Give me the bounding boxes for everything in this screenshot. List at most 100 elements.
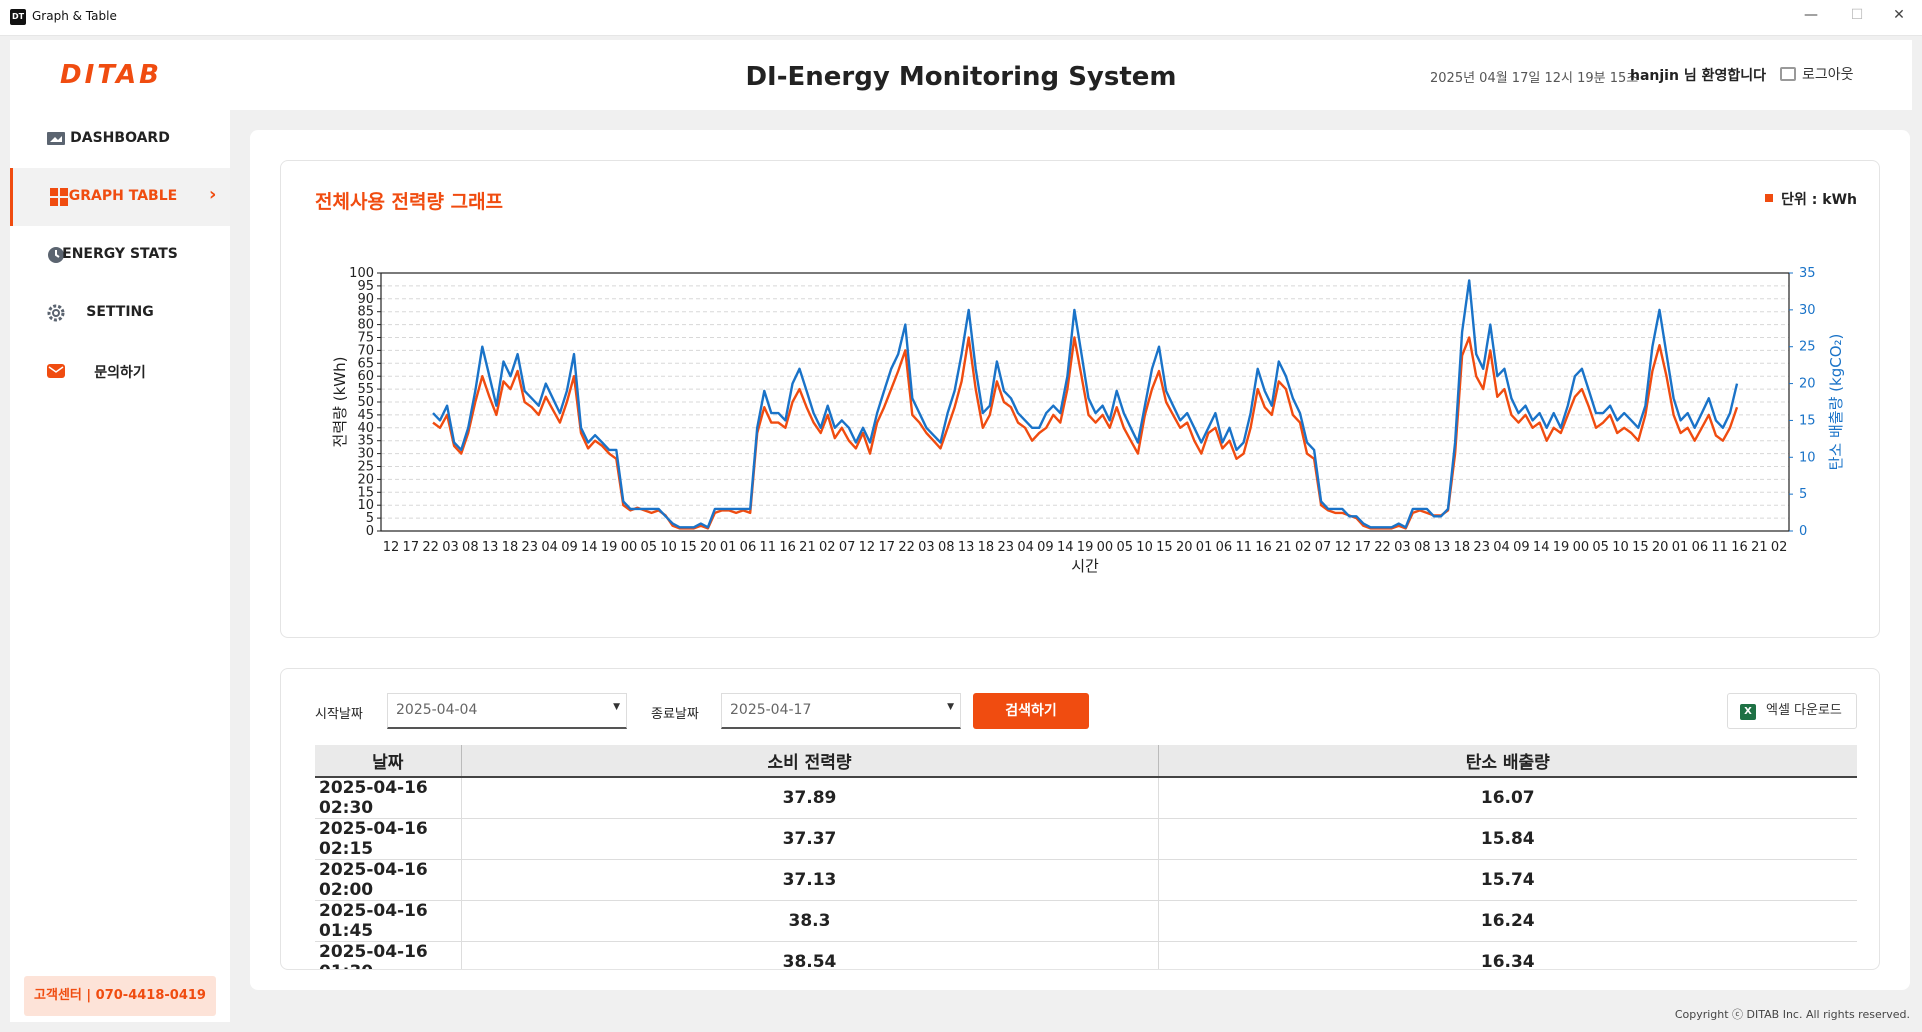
start-date-label: 시작날짜 xyxy=(315,703,363,722)
y-tick-label: 50 xyxy=(357,395,374,410)
y-tick-label: 65 xyxy=(357,356,374,371)
x-tick-label: 16 xyxy=(1255,540,1272,555)
x-tick-label: 15 xyxy=(680,540,697,555)
y-tick-label: 55 xyxy=(357,382,374,397)
close-button[interactable]: ✕ xyxy=(1876,0,1922,30)
unit-text: 단위 : kWh xyxy=(1781,192,1857,208)
excel-icon: X xyxy=(1740,704,1756,720)
copyright-text: Copyright ⓒ DITAB Inc. All rights reserv… xyxy=(1675,1006,1910,1022)
chevron-right-icon: › xyxy=(209,184,216,205)
x-tick-label: 07 xyxy=(839,540,856,555)
carbon-series-line xyxy=(433,280,1737,527)
dropdown-arrow-icon: ▼ xyxy=(947,702,954,712)
x-tick-label: 20 xyxy=(1652,540,1669,555)
column-header-date[interactable]: 날짜 xyxy=(315,745,461,777)
column-header-carbon[interactable]: 탄소 배출량 xyxy=(1158,745,1857,777)
x-tick-label: 21 xyxy=(1275,540,1292,555)
x-tick-label: 21 xyxy=(1751,540,1768,555)
x-tick-label: 10 xyxy=(1136,540,1153,555)
search-button[interactable]: 검색하기 xyxy=(973,693,1089,729)
table-row[interactable]: 2025-04-16 02:15 37.37 15.84 xyxy=(315,819,1857,860)
y-tick-label: 5 xyxy=(366,511,374,526)
maximize-button[interactable]: ☐ xyxy=(1834,0,1880,30)
y-tick-label: 100 xyxy=(349,266,374,281)
x-tick-label: 09 xyxy=(561,540,578,555)
y-tick-label: 85 xyxy=(357,305,374,320)
x-tick-label: 06 xyxy=(1216,540,1233,555)
y-tick-label: 25 xyxy=(357,460,374,475)
x-tick-label: 05 xyxy=(1116,540,1133,555)
y2-tick-label: 35 xyxy=(1799,266,1816,281)
cell-power: 37.37 xyxy=(461,819,1158,860)
app-header: DITAB DI-Energy Monitoring System 2025년 … xyxy=(10,40,1912,110)
cell-power: 38.54 xyxy=(461,942,1158,971)
x-tick-label: 21 xyxy=(799,540,816,555)
window-titlebar: DT Graph & Table — ☐ ✕ xyxy=(0,0,1922,36)
y-tick-label: 70 xyxy=(357,343,374,358)
y-tick-label: 10 xyxy=(357,498,374,513)
x-tick-label: 19 xyxy=(601,540,618,555)
table-row[interactable]: 2025-04-16 02:30 37.89 16.07 xyxy=(315,777,1857,819)
unit-marker-icon xyxy=(1765,194,1773,202)
x-tick-label: 01 xyxy=(720,540,737,555)
dropdown-arrow-icon: ▼ xyxy=(613,702,620,712)
x-tick-label: 19 xyxy=(1077,540,1094,555)
x-tick-label: 14 xyxy=(581,540,598,555)
start-date-value: 2025-04-04 xyxy=(396,702,477,718)
y-tick-label: 0 xyxy=(366,524,374,539)
chart-card: 전체사용 전력량 그래프 단위 : kWh 0 5 10 15 20 25 30 35 40 45… xyxy=(280,160,1880,638)
x-tick-label: 00 xyxy=(621,540,638,555)
y-tick-label: 90 xyxy=(357,292,374,307)
table-row[interactable]: 2025-04-16 01:45 38.3 16.24 xyxy=(315,901,1857,942)
y2-tick-label: 0 xyxy=(1799,524,1807,539)
x-tick-label: 11 xyxy=(1711,540,1728,555)
y-tick-label: 95 xyxy=(357,279,374,294)
sidebar-item-dashboard[interactable]: DASHBOARD xyxy=(10,110,230,168)
sidebar-item-energy-stats[interactable]: ENERGY STATS xyxy=(10,226,230,284)
x-tick-label: 12 xyxy=(383,540,400,555)
chart-title: 전체사용 전력량 그래프 xyxy=(315,187,503,214)
sidebar-item-graph-table[interactable]: GRAPH TABLE › xyxy=(10,168,230,226)
y2-tick-label: 25 xyxy=(1799,340,1816,355)
x-tick-label: 03 xyxy=(1394,540,1411,555)
y2-axis-label: 탄소 배출량 (kgCO₂) xyxy=(1827,334,1845,471)
end-date-value: 2025-04-17 xyxy=(730,702,811,718)
x-tick-label: 18 xyxy=(502,540,519,555)
x-tick-label: 20 xyxy=(700,540,717,555)
x-tick-label: 14 xyxy=(1533,540,1550,555)
column-header-power[interactable]: 소비 전력량 xyxy=(461,745,1158,777)
x-tick-label: 17 xyxy=(879,540,896,555)
excel-download-button[interactable]: X 엑셀 다운로드 xyxy=(1727,693,1857,729)
cell-power: 37.13 xyxy=(461,860,1158,901)
x-tick-label: 08 xyxy=(1414,540,1431,555)
sidebar-item-setting[interactable]: SETTING xyxy=(10,284,230,342)
y2-tick-label: 5 xyxy=(1799,487,1807,502)
end-date-select[interactable]: 2025-04-17 ▼ xyxy=(721,693,961,729)
start-date-select[interactable]: 2025-04-04 ▼ xyxy=(387,693,627,729)
y2-tick-label: 10 xyxy=(1799,450,1816,465)
app-icon: DT xyxy=(10,9,26,25)
y2-tick-label: 20 xyxy=(1799,377,1816,392)
table-row[interactable]: 2025-04-16 02:00 37.13 15.74 xyxy=(315,860,1857,901)
x-tick-label: 00 xyxy=(1573,540,1590,555)
x-tick-label: 15 xyxy=(1632,540,1649,555)
x-tick-label: 04 xyxy=(1493,540,1510,555)
sidebar-item-label: DASHBOARD xyxy=(10,130,230,146)
x-tick-label: 09 xyxy=(1037,540,1054,555)
x-tick-label: 01 xyxy=(1672,540,1689,555)
cell-date: 2025-04-16 02:30 xyxy=(315,777,461,819)
x-tick-label: 23 xyxy=(1473,540,1490,555)
x-axis-label: 시간 xyxy=(1071,557,1099,575)
minimize-button[interactable]: — xyxy=(1788,0,1834,30)
energy-line-chart: 0510152025303540455055606570758085909510… xyxy=(281,261,1881,631)
window-title: Graph & Table xyxy=(32,9,117,23)
customer-center-button[interactable]: 고객센터 | 070-4418-0419 xyxy=(24,976,216,1016)
x-tick-label: 06 xyxy=(740,540,757,555)
power-series-line xyxy=(433,338,1737,529)
sidebar-item-label: ENERGY STATS xyxy=(10,246,230,262)
logout-button[interactable]: 로그아웃 xyxy=(1780,64,1854,84)
sidebar-item-inquiry[interactable]: 문의하기 xyxy=(10,342,230,400)
x-tick-label: 15 xyxy=(1156,540,1173,555)
current-datetime: 2025년 04월 17일 12시 19분 15초 xyxy=(1430,67,1638,86)
